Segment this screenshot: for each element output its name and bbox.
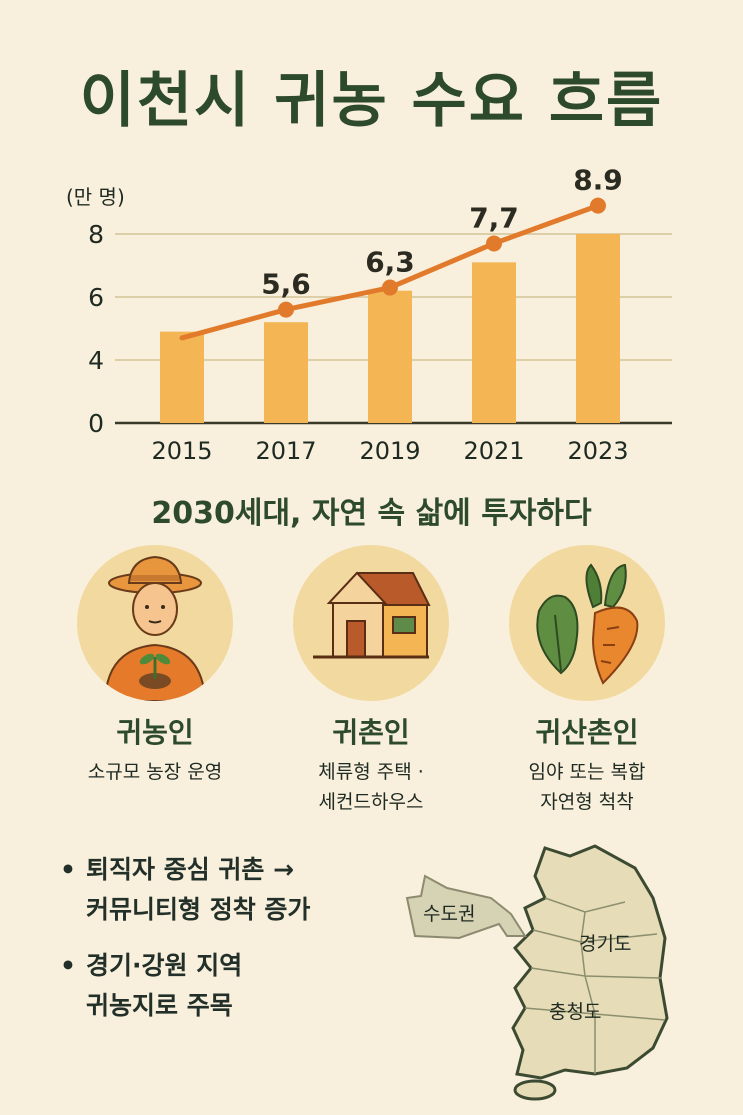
x-tick-label: 2019 (359, 437, 420, 465)
category-desc-line: 세컨드하우스 (318, 791, 424, 813)
x-tick-label: 2015 (151, 437, 212, 465)
vegetable-icon (509, 545, 665, 701)
x-tick-label: 2023 (567, 437, 628, 465)
data-label: 8.9 (573, 164, 623, 197)
line-point (382, 279, 398, 296)
y-tick-label: 4 (88, 346, 104, 375)
y-tick-label: 8 (88, 220, 104, 249)
bar (472, 262, 516, 423)
category-desc: 소규모 농장 운영 (50, 757, 260, 787)
page-title: 이천시 귀농 수요 흐름 (79, 66, 664, 136)
data-label: 5,6 (261, 268, 311, 301)
arrow-label: 수도권 (423, 903, 475, 925)
y-tick-label: 0 (88, 409, 104, 438)
x-tick-labels: 2015 2017 2019 2021 2023 (151, 437, 628, 465)
data-label: 7,7 (469, 201, 519, 234)
farmer-icon (77, 545, 233, 701)
y-tick-label: 6 (88, 283, 104, 312)
bullet-line: 커뮤니티형 정착 증가 (86, 895, 311, 924)
category-desc-line: 체류형 주택 · (318, 761, 424, 783)
category-mountain-returnee: 귀산촌인 임야 또는 복합 자연형 척착 (482, 545, 692, 817)
category-desc-line: 임야 또는 복합 (528, 761, 646, 783)
data-label: 6,3 (365, 246, 415, 279)
category-returnee: 귀촌인 체류형 주택 · 세컨드하우스 (266, 545, 476, 817)
bullet-list: • 퇴직자 중심 귀촌 → 커뮤니티형 정착 증가 • 경기·강원 지역 귀농지… (60, 850, 390, 1042)
bar (368, 290, 412, 423)
category-desc: 임야 또는 복합 자연형 척착 (482, 757, 692, 817)
arrow-shape (405, 874, 527, 940)
korea-mainland (511, 844, 669, 1080)
category-name: 귀산촌인 (535, 716, 639, 749)
trend-line: 5,6 6,3 7,7 8.9 (179, 164, 623, 341)
bullet-item: • 경기·강원 지역 귀농지로 주목 (60, 946, 390, 1026)
bullet-item: • 퇴직자 중심 귀촌 → 커뮤니티형 정착 증가 (60, 850, 390, 930)
bullet-line: 귀농지로 주목 (86, 991, 233, 1020)
bullet-line: 경기·강원 지역 (86, 951, 243, 980)
y-tick-labels: 0 4 6 8 (88, 220, 104, 438)
region-label: 충청도 (549, 1001, 601, 1023)
bars (160, 234, 620, 423)
bullet-dot: • (60, 951, 76, 980)
bar (160, 331, 204, 423)
x-tick-label: 2017 (255, 437, 316, 465)
y-axis-unit: (만 명) (66, 185, 125, 209)
bar (576, 234, 620, 423)
category-desc: 체류형 주택 · 세컨드하우스 (266, 757, 476, 817)
bar (264, 322, 308, 423)
jeju-island (513, 1079, 557, 1101)
line-point (590, 197, 606, 214)
korea-map: 수도권 경기도 충청도 (405, 844, 669, 1101)
region-label: 경기도 (579, 933, 631, 955)
line-point (278, 301, 294, 318)
category-name: 귀촌인 (332, 716, 410, 749)
category-name: 귀농인 (116, 716, 194, 749)
bullet-line: 퇴직자 중심 귀촌 → (86, 855, 295, 884)
section-subtitle: 2030세대, 자연 속 삶에 투자하다 (151, 496, 592, 531)
x-tick-label: 2021 (463, 437, 524, 465)
category-desc-line: 소규모 농장 운영 (87, 761, 223, 783)
bullet-dot: • (60, 855, 76, 884)
trend-chart: (만 명) 5,6 6,3 7,7 8.9 0 4 6 8 2015 2017 2019 2021… (66, 164, 672, 465)
line-point (486, 235, 502, 252)
category-farmer: 귀농인 소규모 농장 운영 (50, 545, 260, 787)
category-desc-line: 자연형 척착 (540, 791, 634, 813)
house-icon (293, 545, 449, 701)
